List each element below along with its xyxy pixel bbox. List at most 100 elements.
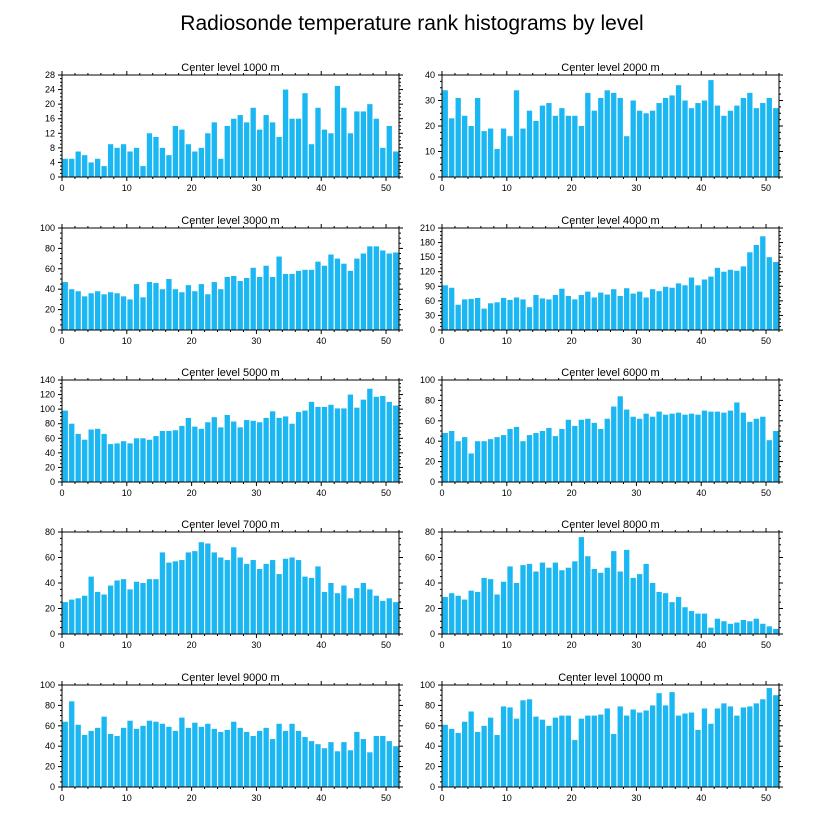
x-tick-label: 50 xyxy=(761,793,771,803)
bar xyxy=(727,706,734,787)
y-tick-label: 10 xyxy=(425,147,435,157)
bar xyxy=(107,733,114,787)
bar xyxy=(682,607,688,634)
bar xyxy=(773,262,779,330)
bar xyxy=(341,263,347,330)
bar xyxy=(295,730,302,787)
bar xyxy=(539,562,546,634)
bar xyxy=(559,428,565,482)
panel-6: Center level 7000 m 0 10 20 30 40 50 0 20 40 60 80 xyxy=(45,519,403,650)
bar xyxy=(442,285,448,330)
bar xyxy=(695,103,701,177)
y-tick-label: 40 xyxy=(425,70,435,80)
y-tick-label: 20 xyxy=(45,462,55,472)
x-tick-label: 50 xyxy=(381,183,391,193)
bar xyxy=(474,731,481,787)
y-tick-label: 40 xyxy=(45,284,55,294)
bar xyxy=(468,711,474,787)
bar xyxy=(360,111,367,177)
bar xyxy=(565,115,572,177)
bar xyxy=(701,708,708,787)
bar xyxy=(140,725,146,787)
x-tick-label: 50 xyxy=(761,183,771,193)
x-tick-label: 20 xyxy=(187,336,197,346)
x-tick-label: 10 xyxy=(502,336,512,346)
bar xyxy=(289,423,295,482)
bar xyxy=(591,715,597,787)
bar xyxy=(695,414,701,482)
bar xyxy=(179,292,185,330)
bar xyxy=(500,581,507,634)
bar xyxy=(578,295,584,330)
x-tick-label: 0 xyxy=(59,183,64,193)
bar xyxy=(146,133,153,177)
bar xyxy=(617,396,623,482)
y-tick-label: 0 xyxy=(430,629,435,639)
bar xyxy=(101,433,107,482)
bar xyxy=(263,265,269,330)
bar xyxy=(94,591,101,634)
bar xyxy=(133,581,140,634)
bar xyxy=(354,731,360,787)
bar xyxy=(539,105,546,177)
bar xyxy=(507,136,513,177)
bar xyxy=(462,599,468,634)
bar xyxy=(585,291,591,330)
bar xyxy=(682,414,688,482)
bar xyxy=(205,723,211,787)
bar xyxy=(101,594,107,634)
bar xyxy=(75,151,81,177)
bar xyxy=(507,707,513,787)
bar xyxy=(565,419,572,482)
bar xyxy=(231,547,237,634)
bar xyxy=(559,570,565,634)
bar xyxy=(237,727,243,787)
bar xyxy=(153,579,159,634)
bar xyxy=(714,708,721,787)
bar xyxy=(166,155,172,177)
bar xyxy=(675,412,682,482)
bar xyxy=(386,741,392,787)
bar xyxy=(250,560,256,634)
bar xyxy=(753,245,759,330)
bar xyxy=(611,551,617,635)
x-tick-label: 10 xyxy=(122,640,132,650)
bar xyxy=(624,549,630,634)
bar xyxy=(237,557,243,634)
bar xyxy=(468,126,474,177)
bar xyxy=(637,574,643,634)
bar xyxy=(308,144,315,177)
x-tick-label: 40 xyxy=(316,793,326,803)
bar xyxy=(172,730,179,787)
bar xyxy=(62,721,68,787)
bar xyxy=(315,261,321,330)
bar xyxy=(578,419,584,482)
x-tick-label: 10 xyxy=(502,488,512,498)
bar xyxy=(69,599,75,634)
bar xyxy=(442,433,448,482)
bar xyxy=(211,282,217,330)
bar xyxy=(565,567,572,634)
bar xyxy=(708,80,714,177)
bar xyxy=(373,595,379,634)
bar xyxy=(308,577,315,634)
bar xyxy=(520,565,526,634)
bar xyxy=(94,158,101,177)
bar xyxy=(721,271,727,330)
bar xyxy=(494,437,500,482)
bar xyxy=(328,133,334,177)
bar xyxy=(740,412,747,482)
bar xyxy=(367,104,373,177)
bar xyxy=(559,288,565,330)
x-tick-label: 30 xyxy=(251,640,261,650)
bar xyxy=(494,148,500,177)
bar xyxy=(198,726,204,787)
bar xyxy=(481,308,487,330)
main-title: Radiosonde temperature rank histograms b… xyxy=(180,12,643,35)
bar xyxy=(630,100,636,177)
bar xyxy=(172,430,179,482)
bar xyxy=(526,435,533,482)
bar xyxy=(481,577,487,634)
bar xyxy=(114,293,120,330)
